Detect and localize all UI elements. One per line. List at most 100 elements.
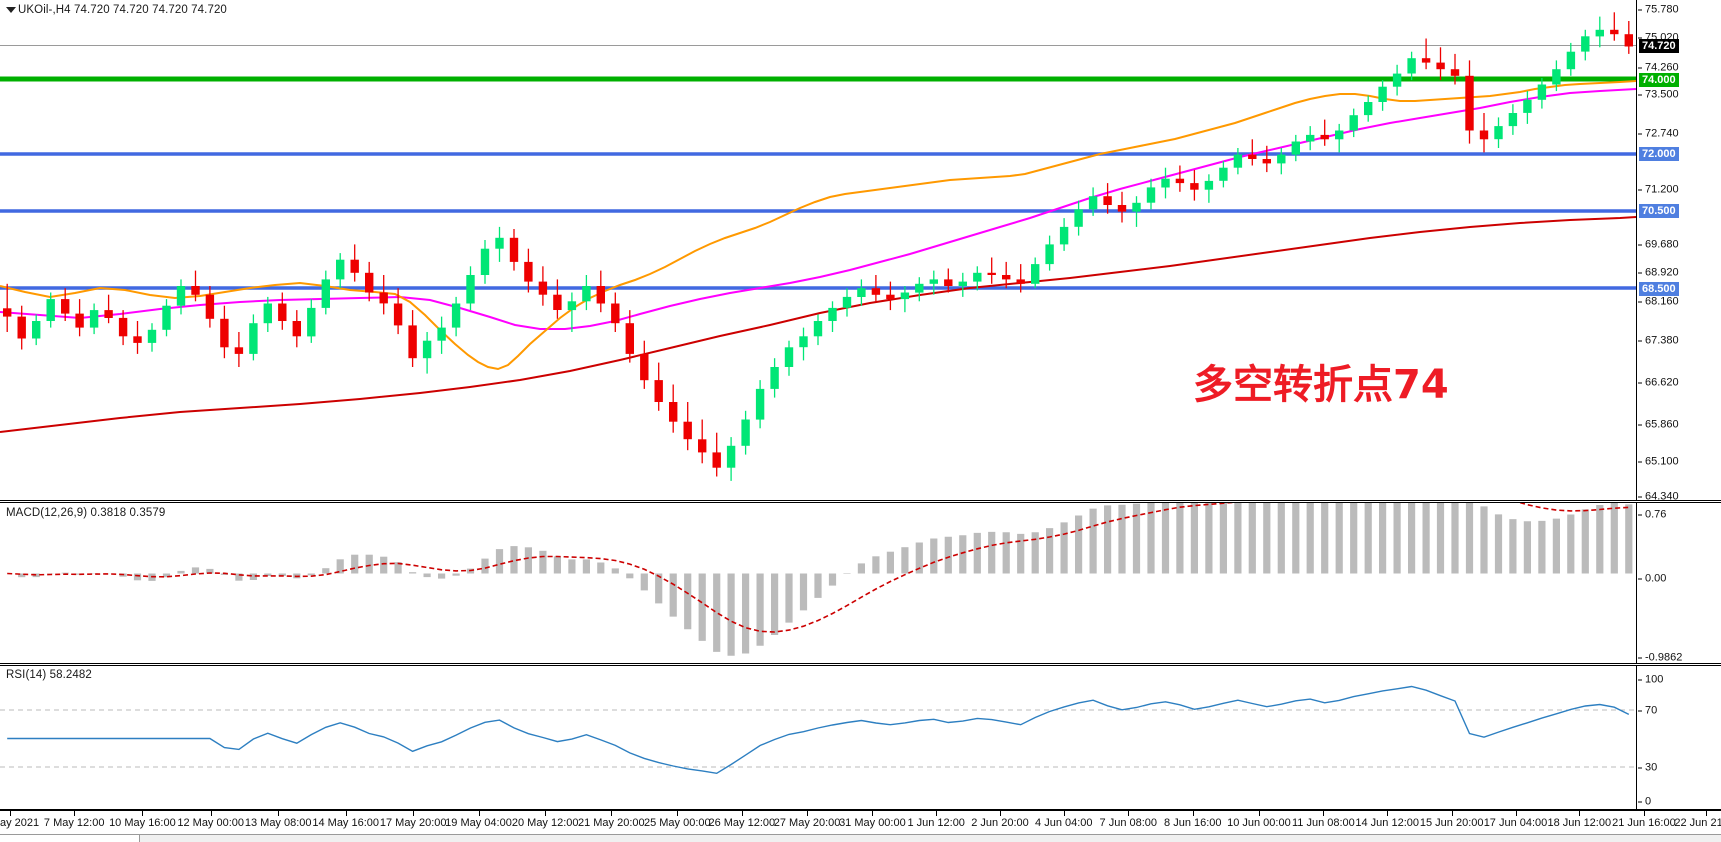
level-badge-705[interactable]: 70.500 [1639, 204, 1679, 218]
chart-annotation: 多空转折点74 [1193, 362, 1449, 408]
time-tick-label: 8 Jun 16:00 [1164, 817, 1222, 829]
time-tick-mark [1515, 811, 1517, 816]
rsi-label: RSI(14) 58.2482 [6, 669, 92, 681]
time-tick-mark [1000, 811, 1001, 816]
time-tick-mark [1063, 811, 1065, 816]
time-tick-label: 13 May 08:00 [244, 817, 312, 829]
time-tick-mark [1387, 811, 1389, 816]
time-tick-label: 4 Jun 04:00 [1035, 817, 1093, 829]
macd-axis[interactable]: 0.76 0.00 -0.9862 [1636, 503, 1721, 663]
price-svg [0, 12, 1636, 481]
ma-mid-line [0, 88, 1636, 330]
time-tick-mark [1706, 811, 1708, 816]
candlestick-series [3, 12, 1633, 481]
time-tick-label: 19 May 04:00 [445, 817, 512, 829]
time-tick-mark [142, 811, 144, 816]
time-tick-mark [1643, 811, 1645, 816]
macd-svg [7, 503, 1633, 656]
time-tick-mark [413, 811, 415, 816]
time-tick-label: 21 May 20:00 [577, 817, 645, 829]
rsi-tick: 70 [1637, 704, 1658, 717]
time-tick-label: 26 May 12:00 [708, 817, 776, 829]
price-pane[interactable]: UKOil-,H4 74.720 74.720 74.720 74.720 [0, 0, 1721, 503]
bottom-active-tab[interactable] [0, 835, 140, 842]
time-tick-mark [741, 811, 743, 816]
price-tick: 65.100 [1638, 455, 1679, 468]
rsi-svg [0, 685, 1636, 775]
time-tick-label: 12 May 00:00 [177, 817, 245, 829]
price-axis[interactable]: 75.780 75.020 74.260 73.500 72.740 71.20… [1636, 0, 1721, 503]
time-tick-mark [677, 811, 679, 816]
time-tick-mark [1579, 811, 1581, 816]
rsi-tick: 100 [1637, 673, 1664, 686]
rsi-pane[interactable]: RSI(14) 58.2482 100 70 30 0 [0, 665, 1721, 810]
price-tick: 66.620 [1638, 376, 1679, 389]
time-tick-mark [10, 811, 12, 816]
price-tick: 75.780 [1638, 3, 1679, 16]
time-tick-label: 10 Jun 00:00 [1227, 817, 1291, 829]
macd-tick: 0.00 [1637, 572, 1667, 585]
rsi-plot[interactable] [0, 666, 1636, 809]
level-badge-74[interactable]: 74.000 [1639, 73, 1679, 87]
time-tick-label: 14 May 16:00 [312, 817, 380, 829]
price-tick: 72.740 [1638, 127, 1679, 140]
time-tick-label: 17 May 20:00 [379, 817, 447, 829]
level-badge-72[interactable]: 72.000 [1639, 147, 1679, 161]
macd-signal-line [7, 503, 1629, 633]
time-tick-mark [936, 811, 938, 816]
macd-tick: 0.76 [1637, 508, 1667, 521]
rsi-axis[interactable]: 100 70 30 0 [1636, 666, 1721, 809]
time-tick-mark [1128, 811, 1130, 816]
rsi-tick: 0 [1637, 795, 1652, 808]
time-tick-label: 10 May 16:00 [109, 817, 176, 829]
time-tick-mark [1192, 811, 1194, 816]
price-tick: 73.500 [1638, 88, 1679, 101]
time-tick-label: 7 Jun 08:00 [1099, 817, 1158, 829]
time-tick-label: 2 Jun 20:00 [971, 817, 1029, 829]
time-tick-mark [278, 811, 280, 816]
time-tick-mark [872, 811, 874, 816]
time-tick-mark [74, 811, 76, 816]
price-tick: 71.200 [1638, 183, 1679, 196]
level-badge-685[interactable]: 68.500 [1639, 282, 1679, 296]
time-tick-label: 15 Jun 20:00 [1419, 817, 1484, 829]
price-tick: 69.680 [1638, 238, 1679, 251]
time-tick-mark [1451, 811, 1453, 816]
time-tick-label: 25 May 00:00 [643, 817, 711, 829]
time-tick-label: 17 Jun 04:00 [1483, 817, 1548, 829]
price-tick: 68.160 [1638, 295, 1679, 308]
price-tick: 67.380 [1638, 334, 1679, 347]
price-tick: 74.260 [1638, 61, 1679, 74]
macd-pane[interactable]: MACD(12,26,9) 0.3818 0.3579 0.76 0.00 -0… [0, 502, 1721, 664]
time-tick-mark [478, 811, 480, 816]
price-tick: 64.340 [1638, 490, 1679, 503]
ma-slow-line [0, 216, 1636, 433]
time-tick-label: 18 Jun 12:00 [1547, 817, 1612, 829]
time-tick-mark [1258, 811, 1260, 816]
time-tick-mark [1323, 811, 1325, 816]
macd-histogram [18, 503, 1633, 656]
time-tick-label: 27 May 20:00 [773, 817, 841, 829]
time-tick-label: 20 May 12:00 [511, 817, 579, 829]
time-tick-label: 7 May 12:00 [43, 817, 105, 829]
time-tick-label: 31 May 00:00 [839, 817, 906, 829]
triangle-down-icon[interactable] [6, 7, 16, 13]
price-tick: 68.920 [1638, 266, 1679, 279]
bottom-status-strip [0, 834, 1721, 842]
time-tick-mark [807, 811, 809, 816]
rsi-line [7, 685, 1630, 775]
macd-plot[interactable] [0, 503, 1636, 663]
time-tick-label: 21 Jun 16:00 [1612, 817, 1676, 829]
price-plot[interactable] [0, 0, 1636, 500]
price-tick: 75.020 [1638, 31, 1679, 44]
time-tick-label: 6 May 2021 [0, 817, 40, 829]
time-tick-mark [210, 811, 212, 816]
time-tick-mark [611, 811, 613, 816]
time-tick-label: 11 Jun 08:00 [1291, 817, 1355, 829]
current-price-badge: 74.720 [1639, 39, 1679, 53]
macd-tick: -0.9862 [1637, 651, 1683, 664]
symbol-header: UKOil-,H4 74.720 74.720 74.720 74.720 [18, 4, 227, 16]
time-tick-mark [345, 811, 347, 816]
